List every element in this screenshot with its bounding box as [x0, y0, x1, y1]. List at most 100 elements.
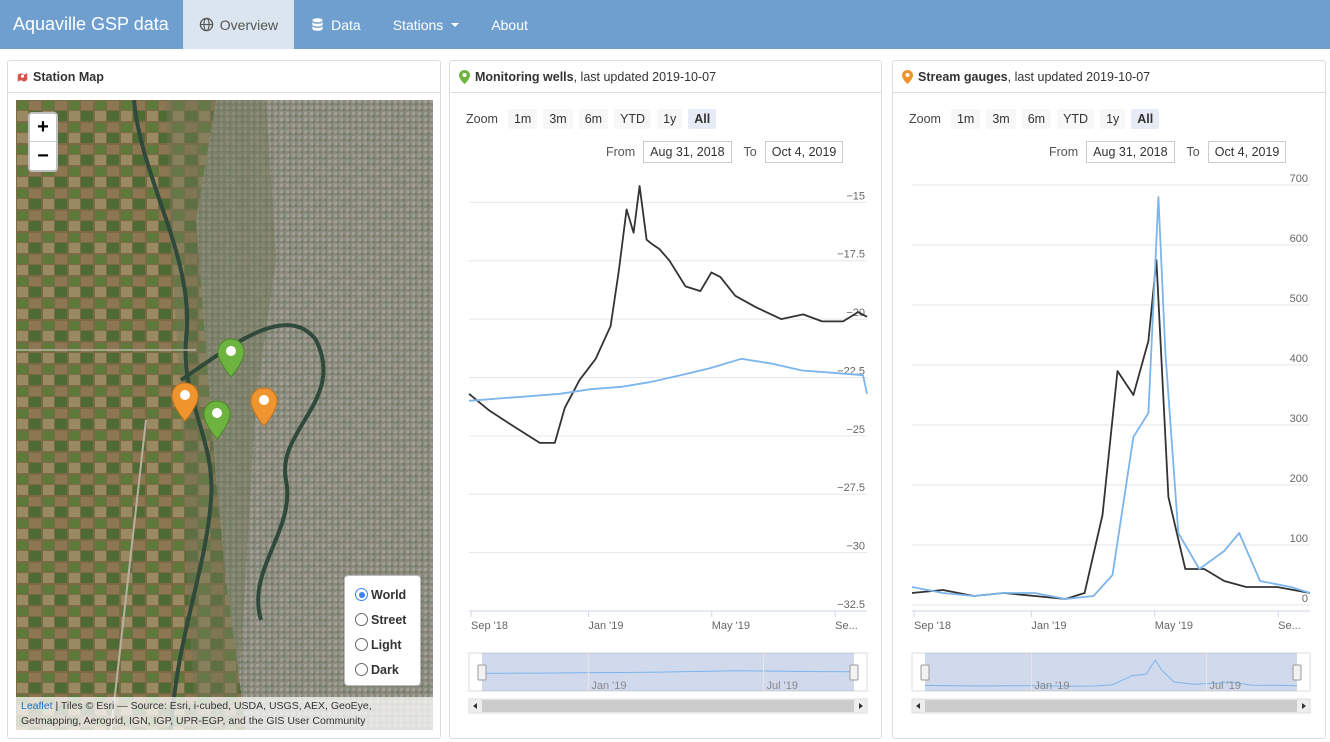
stream-gauges-panel: Stream gauges, last updated 2019-10-07 Z… [892, 60, 1326, 739]
from-date-input[interactable]: Aug 31, 2018 [1086, 141, 1175, 163]
series-line [468, 185, 868, 444]
zoom-label: Zoom [909, 112, 941, 126]
nav-stations-label: Stations [392, 16, 444, 33]
gauge-marker[interactable] [250, 387, 278, 427]
map-marker-icon [17, 72, 28, 82]
monitoring-wells-header: Monitoring wells, last updated 2019-10-0… [450, 61, 881, 93]
y-tick-label: −27.5 [837, 482, 865, 494]
layer-option-world[interactable]: World [355, 582, 420, 607]
to-date-input[interactable]: Oct 4, 2019 [1207, 141, 1287, 163]
zoom-all-button[interactable]: All [688, 109, 717, 129]
navbar: Aquaville GSP data Overview Data Station… [0, 0, 1330, 49]
nav-data[interactable]: Data [294, 0, 377, 49]
stream-gauges-header: Stream gauges, last updated 2019-10-07 [893, 61, 1325, 93]
x-tick-label: Sep '18 [471, 620, 508, 632]
layer-switcher: World Street Light Dark [344, 575, 421, 686]
station-map-panel: Station Map [7, 60, 441, 739]
x-tick-label: Sep '18 [914, 620, 951, 632]
wells-updated: , last updated 2019-10-07 [573, 69, 717, 84]
well-marker[interactable] [203, 400, 231, 440]
navigator-handle [1292, 664, 1302, 681]
scroll-left-arrow-icon [916, 703, 920, 709]
zoom-3m-button[interactable]: 3m [986, 109, 1016, 129]
navigator-handle [920, 664, 930, 681]
zoom-1y-button[interactable]: 1y [657, 109, 683, 129]
zoom-1m-button[interactable]: 1m [950, 109, 981, 129]
x-tick-label: May '19 [1155, 620, 1193, 632]
from-label: From [606, 145, 636, 159]
layer-label: Light [371, 637, 402, 652]
nav-about[interactable]: About [475, 0, 544, 49]
station-map[interactable]: + − World Street Light Dark Leaflet | Ti… [16, 100, 433, 730]
nav-stations-dropdown[interactable]: Stations [377, 0, 476, 49]
layer-option-light[interactable]: Light [355, 632, 420, 657]
zoom-1y-button[interactable]: 1y [1100, 109, 1126, 129]
x-tick-label: May '19 [712, 620, 750, 632]
y-tick-label: 600 [1290, 233, 1308, 245]
globe-icon [199, 17, 214, 32]
y-tick-label: 700 [1290, 173, 1308, 185]
y-tick-label: −32.5 [837, 599, 865, 611]
navigator-tick-label: Jan '19 [591, 680, 626, 692]
zoom-3m-button[interactable]: 3m [543, 109, 573, 129]
layer-label: Dark [371, 662, 399, 677]
map-zoom-control: + − [28, 112, 58, 172]
app-title[interactable]: Aquaville GSP data [13, 14, 169, 34]
zoom-out-button[interactable]: − [37, 144, 49, 167]
layer-option-street[interactable]: Street [355, 607, 420, 632]
navigator-tick-label: Jul '19 [767, 680, 798, 692]
from-date-input[interactable]: Aug 31, 2018 [643, 141, 732, 163]
nav-overview[interactable]: Overview [182, 0, 295, 49]
zoom-6m-button[interactable]: 6m [1021, 109, 1052, 129]
x-tick-label: Se... [835, 620, 858, 632]
date-range: From Aug 31, 2018 To Oct 4, 2019 [606, 141, 844, 163]
y-tick-label: 400 [1290, 353, 1308, 365]
zoom-ytd-button[interactable]: YTD [1057, 109, 1095, 129]
well-marker[interactable] [217, 338, 245, 378]
gauges-title: Stream gauges [918, 69, 1008, 84]
nav-data-label: Data [331, 16, 361, 33]
range-selector: Zoom 1m 3m 6m YTD 1y All [466, 109, 717, 129]
zoom-6m-button[interactable]: 6m [578, 109, 609, 129]
series-line [468, 357, 868, 402]
navigator-series [924, 659, 1298, 687]
series-line [911, 196, 1311, 600]
gauge-marker[interactable] [171, 382, 199, 422]
layer-label: Street [371, 612, 407, 627]
zoom-label: Zoom [466, 112, 498, 126]
to-date-input[interactable]: Oct 4, 2019 [764, 141, 844, 163]
to-label: To [743, 145, 757, 159]
x-tick-label: Se... [1278, 620, 1301, 632]
radio[interactable] [355, 613, 368, 626]
date-range: From Aug 31, 2018 To Oct 4, 2019 [1049, 141, 1287, 163]
zoom-all-button[interactable]: All [1131, 109, 1160, 129]
navigator-handle [477, 664, 487, 681]
scroll-left-arrow-icon [473, 703, 477, 709]
layer-option-dark[interactable]: Dark [355, 657, 420, 682]
radio-selected[interactable] [355, 588, 368, 601]
x-tick-label: Jan '19 [588, 620, 623, 632]
range-selector: Zoom 1m 3m 6m YTD 1y All [909, 109, 1160, 129]
y-tick-label: −17.5 [837, 249, 865, 261]
zoom-ytd-button[interactable]: YTD [614, 109, 652, 129]
radio[interactable] [355, 638, 368, 651]
scroll-right-arrow-icon [859, 703, 863, 709]
monitoring-wells-panel: Monitoring wells, last updated 2019-10-0… [449, 60, 882, 739]
y-tick-label: −25 [846, 424, 865, 436]
y-tick-label: 200 [1290, 473, 1308, 485]
y-tick-label: −15 [846, 190, 865, 202]
zoom-in-button[interactable]: + [30, 114, 56, 142]
gauges-updated: , last updated 2019-10-07 [1007, 69, 1151, 84]
scrollbar-thumb [482, 700, 854, 712]
layer-label: World [371, 587, 407, 602]
series-line [911, 259, 1311, 600]
navigator-handle [849, 664, 859, 681]
leaflet-link[interactable]: Leaflet [21, 700, 53, 712]
zoom-1m-button[interactable]: 1m [507, 109, 538, 129]
radio[interactable] [355, 663, 368, 676]
scrollbar-thumb [925, 700, 1297, 712]
gauges-chart[interactable]: 0 100 200 300 400 500 600 700 Sep '18 Jan '19 May … [907, 169, 1312, 729]
caret-down-icon [451, 22, 460, 27]
map-marker-icon [459, 69, 470, 84]
